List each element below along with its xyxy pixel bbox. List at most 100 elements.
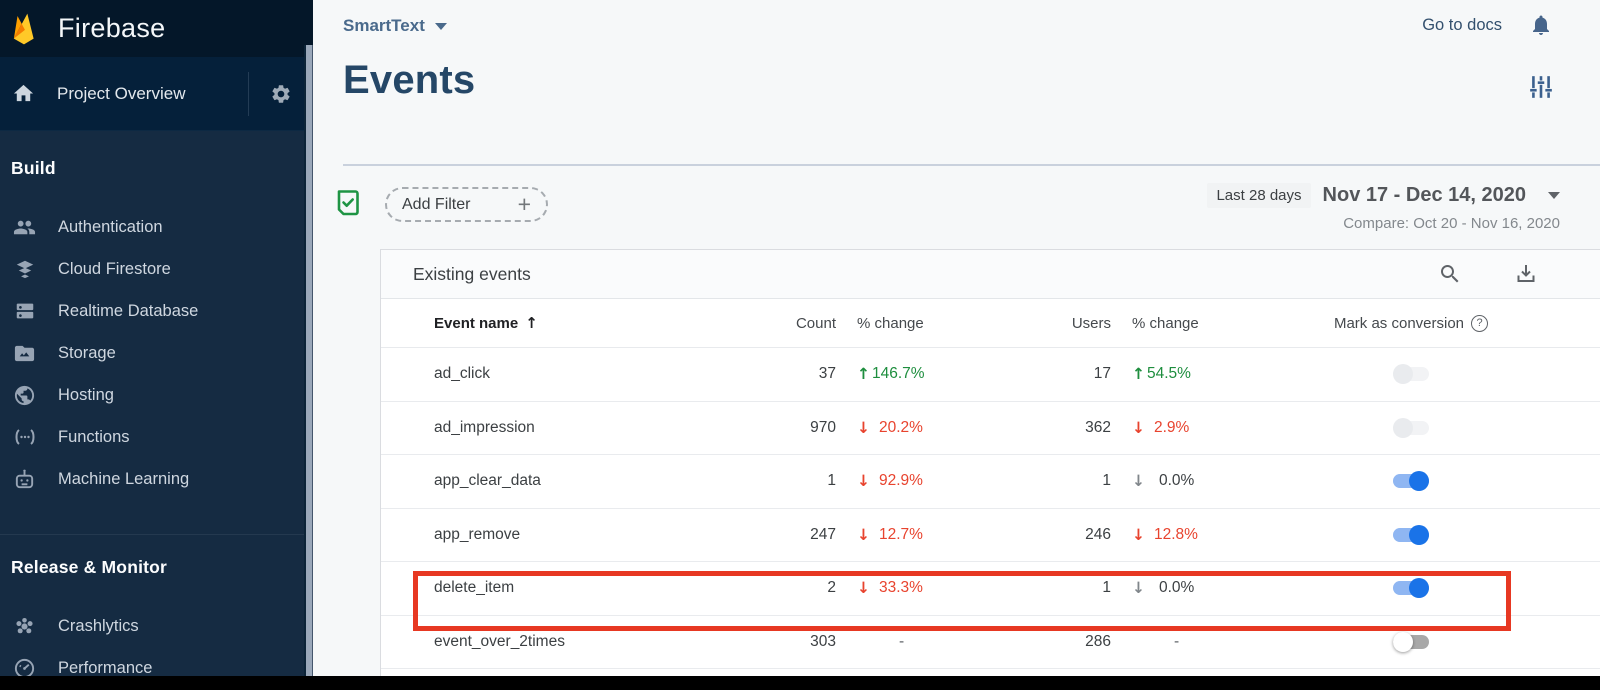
table-row: event_over_2times 303 - 286 - [381,615,1600,669]
conversion-toggle[interactable] [1393,631,1429,652]
trend-arrow-icon: ↑ [857,365,870,384]
trend-arrow-icon: ↓ [857,472,870,491]
conversion-toggle[interactable] [1393,578,1429,599]
section-label-build: Build [11,158,56,178]
filter-bar: Add Filter + Last 28 days Nov 17 - Dec 1… [313,183,1600,232]
plus-icon: + [517,191,531,217]
project-overview[interactable]: Project Overview [0,57,313,131]
events-table-card: Existing events Even [380,249,1600,690]
compare-range: Compare: Oct 20 - Nov 16, 2020 [1343,215,1560,232]
change-cell: ↓ 12.7% [857,525,923,544]
trend-arrow-icon: ↓ [1132,579,1145,598]
section-label-release-monitor: Release & Monitor [11,557,168,577]
download-icon[interactable] [1514,262,1538,286]
project-overview-label: Project Overview [57,83,186,103]
column-users: Users [1071,314,1111,332]
table-title: Existing events [413,263,531,284]
users-change-cell: - [1174,632,1180,650]
date-range-value: Nov 17 - Dec 14, 2020 [1322,184,1526,206]
bell-icon[interactable] [1529,13,1553,37]
conversion-toggle[interactable] [1393,524,1429,545]
sort-ascending-icon: ↑ [525,314,538,332]
table-row: ad_click 37 ↑ 146.7% 17 ↑ 54.5% [381,348,1600,402]
change-cell: - [899,632,905,650]
users-change-cell: ↓ 0.0% [1132,472,1195,491]
sidebar-item-crashlytics[interactable]: Crashlytics [0,605,313,647]
sidebar: Firebase Project Overview Build [0,0,313,690]
change-cell: ↓ 33.3% [857,579,923,598]
go-to-docs-link[interactable]: Go to docs [1422,15,1502,34]
globe-icon [12,384,37,407]
people-icon [12,216,37,239]
change-cell: ↑ 146.7% [857,365,925,384]
firebase-logo[interactable]: Firebase [0,0,313,57]
firebase-wordmark: Firebase [58,13,166,43]
users-change-cell: ↓ 0.0% [1132,579,1195,598]
chevron-down-icon [434,22,447,30]
divider [343,164,1600,166]
divider [248,71,249,116]
column-users-change: % change [1132,314,1199,332]
table-header-row: Event name ↑ Count % change Users % chan… [381,299,1600,348]
column-count: Count [795,314,836,332]
main-content: SmartText Go to docs Events [313,0,1600,690]
users-change-cell: ↑ 54.5% [1132,365,1191,384]
table-toolbar: Existing events [381,250,1600,299]
search-icon[interactable] [1438,262,1462,286]
trend-arrow-icon: ↓ [1132,418,1145,437]
bottom-black-bar [0,676,1600,690]
trend-arrow-icon: ↓ [1132,525,1145,544]
firestore-icon [12,258,37,280]
conversion-toggle[interactable] [1393,417,1429,438]
sidebar-item-realtime-database[interactable]: Realtime Database [0,290,313,332]
trend-arrow-icon: ↓ [857,579,870,598]
conversion-toggle[interactable] [1393,471,1429,492]
table-row: app_remove 247 ↓ 12.7% 246 ↓ 12.8% [381,508,1600,562]
robot-icon [12,468,37,491]
change-cell: ↓ 20.2% [857,418,923,437]
date-range-selector[interactable]: Last 28 days Nov 17 - Dec 14, 2020 [1207,183,1560,208]
column-mark-as-conversion: Mark as conversion ? [1221,314,1600,332]
column-event-name[interactable]: Event name ↑ [434,314,538,332]
sidebar-item-machine-learning[interactable]: Machine Learning [0,458,313,500]
page-title: Events [343,58,476,102]
column-change: % change [857,314,924,332]
change-cell: ↓ 92.9% [857,472,923,491]
firebase-flame-icon [10,11,37,47]
trend-arrow-icon: ↑ [1132,365,1145,384]
trend-arrow-icon: ↓ [857,418,870,437]
conversion-toggle[interactable] [1393,364,1429,385]
divider [0,534,313,535]
sidebar-item-performance[interactable]: Performance [0,647,313,689]
sidebar-item-functions[interactable]: Functions [0,416,313,458]
date-range-block: Last 28 days Nov 17 - Dec 14, 2020 Compa… [1207,183,1560,232]
table-row: app_clear_data 1 ↓ 92.9% 1 ↓ 0.0% [381,455,1600,509]
folder-media-icon [12,342,37,365]
project-name: SmartText [343,16,425,35]
tune-sliders-icon[interactable] [1528,74,1554,100]
date-range-badge: Last 28 days [1207,183,1311,208]
table-row-highlighted: delete_item 2 ↓ 33.3% 1 ↓ 0.0% [381,562,1600,616]
sidebar-item-storage[interactable]: Storage [0,332,313,374]
users-change-cell: ↓ 12.8% [1132,525,1198,544]
topbar: SmartText Go to docs [313,0,1600,52]
functions-icon [12,425,37,449]
help-icon[interactable]: ? [1471,314,1489,332]
settings-gear-icon[interactable] [249,83,313,105]
sidebar-nav: Build Authentication Cloud Firestore Rea… [0,132,313,690]
sidebar-item-authentication[interactable]: Authentication [0,206,313,248]
sidebar-scrollbar[interactable] [304,45,313,690]
sidebar-item-hosting[interactable]: Hosting [0,374,313,416]
crashlytics-icon [12,615,37,638]
users-change-cell: ↓ 2.9% [1132,418,1190,437]
add-filter-button[interactable]: Add Filter + [385,187,548,222]
sidebar-item-cloud-firestore[interactable]: Cloud Firestore [0,248,313,290]
trend-arrow-icon: ↓ [1132,472,1145,491]
project-switcher[interactable]: SmartText [343,16,447,36]
trend-arrow-icon: ↓ [857,525,870,544]
database-icon [12,300,37,322]
chevron-down-icon [1548,192,1560,199]
table-row: ad_impression 970 ↓ 20.2% 362 ↓ 2.9% [381,401,1600,455]
data-collection-check-icon [335,189,362,219]
